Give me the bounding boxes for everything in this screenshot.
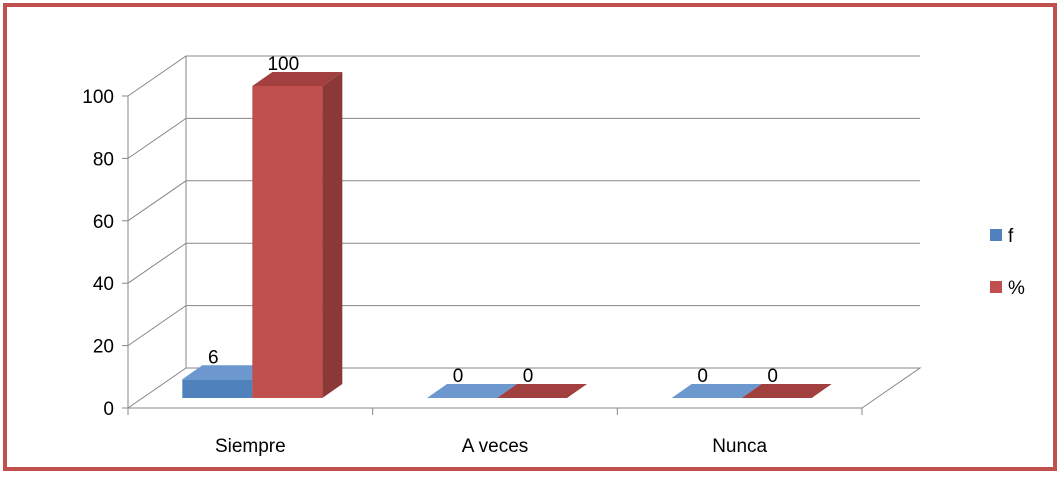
- gridlines: [127, 55, 920, 347]
- legend-swatch: [990, 229, 1002, 241]
- y-tick-label: 20: [93, 337, 114, 358]
- x-tick-label: A veces: [462, 436, 529, 457]
- data-label: 0: [523, 366, 534, 387]
- bars: [182, 72, 832, 398]
- gridline: [127, 242, 920, 284]
- bar-front: [252, 86, 323, 398]
- chart-border: [3, 3, 1057, 471]
- data-label: 6: [208, 347, 219, 368]
- legend-label: f: [1008, 226, 1014, 247]
- legend-label: %: [1008, 278, 1025, 299]
- bar-side: [322, 72, 343, 398]
- bar-top: [671, 384, 762, 398]
- bar: [497, 384, 587, 398]
- gridline: [127, 305, 920, 347]
- bar: [427, 384, 517, 398]
- bar-front: [182, 379, 253, 398]
- bar-top: [741, 384, 832, 398]
- bar: [671, 384, 762, 398]
- data-labels: 6 100 0 0 0 0: [208, 54, 778, 387]
- data-label: 100: [267, 54, 299, 75]
- bar-top: [252, 72, 343, 86]
- x-tick-labels: Siempre A veces Nunca: [215, 436, 768, 457]
- legend-swatch: [990, 281, 1002, 293]
- data-label: 0: [697, 366, 708, 387]
- x-tick-label: Nunca: [712, 436, 767, 457]
- bar-top: [427, 384, 517, 398]
- bar: [741, 384, 832, 398]
- bar-top: [497, 384, 587, 398]
- legend: f%: [990, 226, 1025, 299]
- y-tick-labels: 0 20 40 60 80 100: [82, 87, 114, 420]
- y-tick-label: 60: [93, 212, 114, 233]
- bar-top: [182, 365, 273, 380]
- gridline: [127, 180, 920, 222]
- gridline: [127, 117, 920, 159]
- y-tick-label: 40: [93, 274, 114, 295]
- data-label: 0: [767, 366, 778, 387]
- x-tick-label: Siempre: [215, 436, 286, 457]
- y-tick-label: 0: [103, 399, 114, 420]
- y-tick-label: 100: [82, 87, 114, 108]
- y-tick-label: 80: [93, 149, 114, 170]
- data-label: 0: [453, 366, 464, 387]
- gridline: [127, 55, 920, 97]
- axes: [122, 95, 863, 415]
- bar: [252, 72, 343, 398]
